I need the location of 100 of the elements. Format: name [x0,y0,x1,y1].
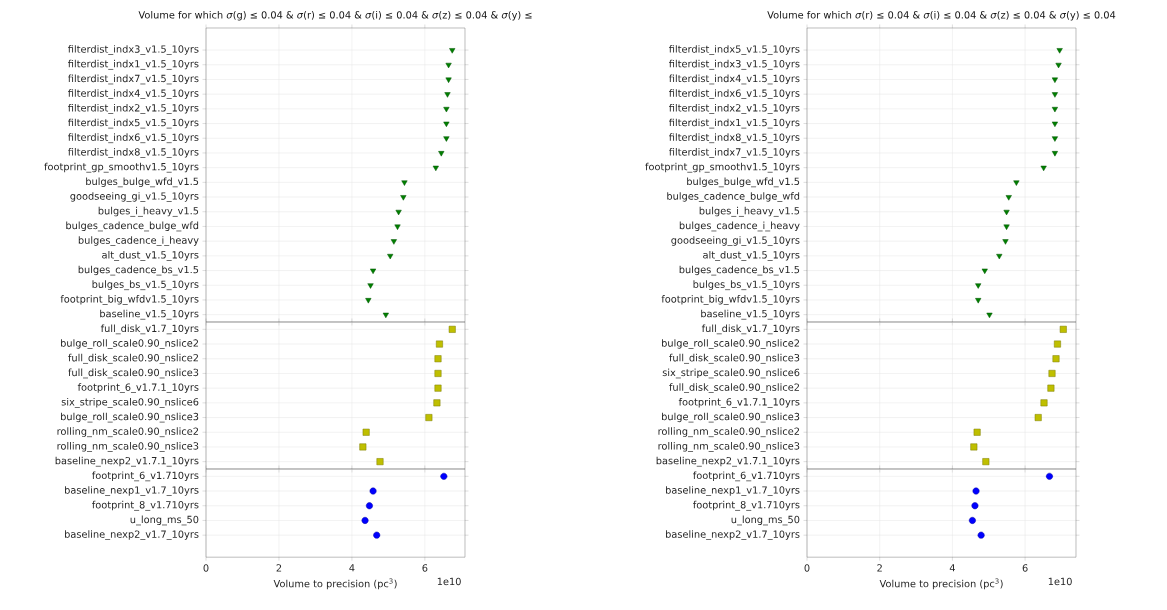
point [1059,325,1067,333]
y-tick-label: baseline_v1.5_10yrs [100,309,199,320]
y-tick-label: footprint_6_v1.710yrs [693,471,800,482]
y-tick-label: footprint_6_v1.7.1_10yrs [77,383,199,394]
y-tick-label: baseline_nexp1_v1.7_10yrs [65,486,199,496]
x-tick-label: 2 [276,564,282,572]
point [982,458,990,466]
y-tick-label: bulges_cadence_i_heavy [78,236,199,247]
point [400,195,407,201]
y-tick-label: filterdist_indx2_v1.5_10yrs [669,103,800,114]
point [449,48,456,54]
y-tick-label: u_long_ms_50 [731,515,800,526]
point [445,77,452,83]
point [367,283,374,289]
y-tick-label: goodseeing_gi_v1.5_10yrs [70,192,199,202]
y-tick-label: rolling_nm_scale0.90_nslice3 [658,442,800,452]
y-tick-label: bulges_cadence_bulge_wfd [667,192,800,202]
y-tick-label: baseline_nexp1_v1.7_10yrs [666,486,800,496]
point [1051,136,1058,142]
x-tick-label: 4 [349,564,355,572]
point [1055,62,1062,69]
y-tick-label: u_long_ms_50 [130,515,199,526]
point [376,458,384,466]
point [432,165,439,172]
point [1051,92,1058,98]
y-tick-label: footprint_gp_smoothv1.5_10yrs [44,162,199,173]
y-tick-label: full_disk_v1.7_10yrs [100,324,199,335]
x-tick-label: 4 [949,564,955,572]
y-tick-label: bulges_bs_v1.5_10yrs [693,280,800,291]
point [1040,399,1048,407]
y-tick-label: full_disk_scale0.90_nslice2 [68,353,198,364]
x-tick-label: 0 [804,564,810,572]
point [1054,340,1061,348]
y-tick-label: filterdist_indx6_v1.5_10yrs [669,89,800,100]
point [401,180,408,186]
point [1013,180,1020,186]
point [359,443,367,451]
y-tick-label: baseline_nexp2_v1.7.1_10yrs [656,456,800,467]
point [438,151,445,157]
y-tick-label: filterdist_indx5_v1.5_10yrs [68,118,199,129]
y-tick-label: footprint_big_wfdv1.5_10yrs [661,295,800,305]
point [1003,209,1010,216]
point [1040,165,1047,172]
point [434,384,442,392]
y-tick-label: bulge_roll_scale0.90_nslice3 [662,412,800,423]
y-tick-label: filterdist_indx7_v1.5_10yrs [669,148,800,158]
x-tick-label: 6 [422,564,428,572]
point [394,224,401,230]
point [977,531,985,539]
point [443,107,450,113]
x-tick-label: 0 [203,564,209,572]
point [981,268,988,274]
point [972,487,980,495]
text: 1e10 [1048,577,1072,586]
y-tick-label: bulge_roll_scale0.90_nslice3 [61,412,199,423]
point [986,312,993,319]
y-tick-label: filterdist_indx1_v1.5_10yrs [669,118,800,129]
point [445,62,452,69]
point [433,399,441,407]
y-tick-label: goodseeing_gi_v1.5_10yrs [671,236,800,247]
y-tick-label: filterdist_indx4_v1.5_10yrs [669,74,800,85]
point [1002,239,1009,245]
x-axis-title: Volume to precision (pc$^{3}$) [879,578,1003,590]
y-tick-label: six_stripe_scale0.90_nslice6 [61,397,199,408]
y-tick-label: full_disk_v1.7_10yrs [701,324,800,335]
y-tick-label: bulges_bs_v1.5_10yrs [92,280,199,291]
point [373,531,381,539]
point [1051,151,1058,157]
y-tick-label: bulges_cadence_bs_v1.5 [679,265,800,276]
point [971,502,979,510]
point [1046,472,1053,480]
text: 1e10 [437,577,461,586]
y-tick-label: filterdist_indx3_v1.5_10yrs [68,45,199,55]
x-tick-label: 6 [1022,564,1028,572]
point [1034,414,1042,421]
y-tick-label: rolling_nm_scale0.90_nslice2 [658,427,800,438]
y-tick-label: filterdist_indx7_v1.5_10yrs [68,74,199,85]
x-tick-label: 2 [877,564,882,572]
y-tick-label: filterdist_indx6_v1.5_10yrs [68,133,199,144]
point [361,516,369,524]
y-tick-label: footprint_8_v1.710yrs [693,500,800,511]
point [390,239,397,245]
point [1051,121,1058,127]
y-tick-label: bulges_i_heavy_v1.5 [699,206,800,217]
y-tick-label: filterdist_indx3_v1.5_10yrs [669,59,800,70]
point [370,268,377,274]
y-tick-label: alt_dust_v1.5_10yrs [102,250,199,261]
y-tick-label: full_disk_scale0.90_nslice3 [669,353,800,364]
x-axis-title: Volume to precision (pc$^{3}$) [273,578,397,590]
y-tick-label: baseline_nexp2_v1.7_10yrs [65,530,199,541]
point [968,516,976,524]
point [434,355,442,363]
y-tick-label: bulges_cadence_i_heavy [679,221,800,232]
chart-title: Volume for which σ(r) ≤ 0.04 & σ(i) ≤ 0.04 & σ(z) ≤ 0.04 & σ(y) ≤ 0.04 [767,10,1116,21]
point [1051,107,1058,113]
point [444,92,451,98]
point [1056,48,1063,54]
y-tick-label: bulges_cadence_bs_v1.5 [78,265,199,276]
y-tick-label: footprint_6_v1.710yrs [92,471,199,482]
point [387,253,394,260]
